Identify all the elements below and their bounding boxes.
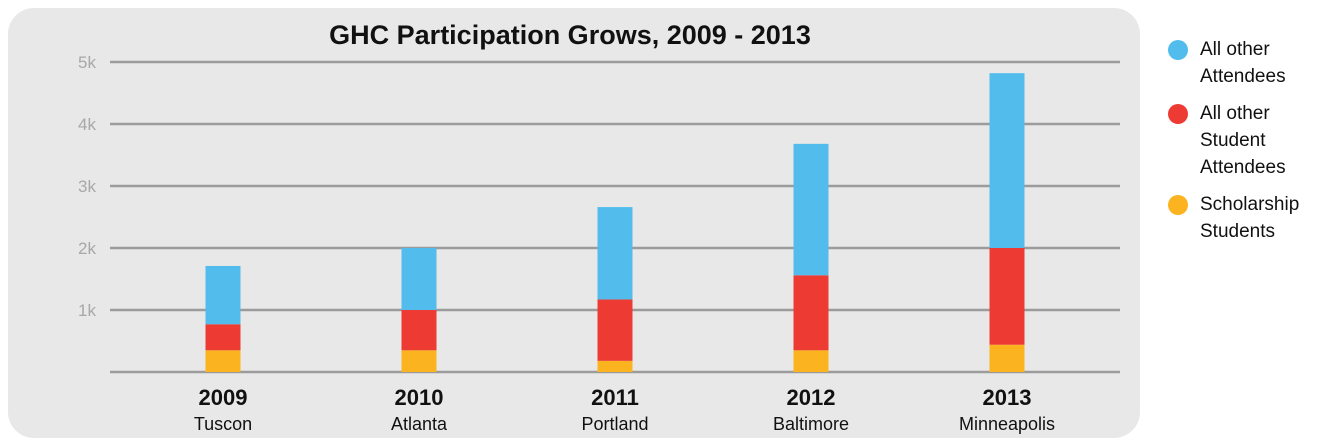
bar-2009-scholarship-students [205,350,241,372]
bar-2012-scholarship-students [793,350,829,372]
legend-item-scholarship-students: Scholarship Students [1168,191,1318,245]
y-tick-label-3k: 3k [78,177,96,196]
chart-title: GHC Participation Grows, 2009 - 2013 [329,20,811,50]
y-tick-label-4k: 4k [78,115,96,134]
bar-2012-all-other-attendees [793,143,829,276]
legend-item-attendees: All other Attendees [1168,36,1318,90]
bar-2011-all-other-attendees [597,207,633,300]
legend-label-scholarship-students: Scholarship Students [1200,194,1300,242]
bar-2009-all-other-student-attendees [205,324,241,351]
legend-item-student-attendees: All other Student Attendees [1168,100,1318,181]
bar-2012-all-other-student-attendees [793,275,829,351]
bar-2010-all-other-student-attendees [401,310,437,351]
legend-swatch-attendees [1168,40,1188,60]
chart-plot: 1k 2k 3k 4k 5k 2009 Tuscon 2010 Atlanta 2011 Portl… [78,53,1120,434]
bar-2013-scholarship-students [989,344,1025,372]
y-tick-label-1k: 1k [78,301,96,320]
x-tick-label-2010: 2010 [395,385,444,410]
chart-legend: All other Attendees All other Student At… [1168,36,1318,255]
x-sublabel-minneapolis: Minneapolis [959,414,1055,434]
legend-label-attendees: All other Attendees [1200,39,1286,87]
bar-2013-all-other-student-attendees [989,248,1025,345]
legend-swatch-student-attendees [1168,104,1188,124]
y-tick-label-5k: 5k [78,53,96,72]
x-sublabel-portland: Portland [581,414,648,434]
chart-panel [8,8,1140,438]
bar-2010-scholarship-students [401,350,437,372]
bar-2013-all-other-attendees [989,73,1025,248]
x-tick-label-2013: 2013 [983,385,1032,410]
y-tick-label-2k: 2k [78,239,96,258]
bar-2011-scholarship-students [597,360,633,372]
x-tick-label-2011: 2011 [591,385,639,410]
legend-swatch-scholarship-students [1168,195,1188,215]
x-tick-label-2012: 2012 [787,385,836,410]
bar-2010-all-other-attendees [401,248,437,310]
x-sublabel-atlanta: Atlanta [391,414,448,434]
legend-label-student-attendees: All other Student Attendees [1200,103,1286,178]
x-sublabel-baltimore: Baltimore [773,414,849,434]
x-sublabel-tuscon: Tuscon [194,414,252,434]
x-tick-label-2009: 2009 [199,385,248,410]
bar-2009-all-other-attendees [205,265,241,325]
bar-2011-all-other-student-attendees [597,299,633,361]
